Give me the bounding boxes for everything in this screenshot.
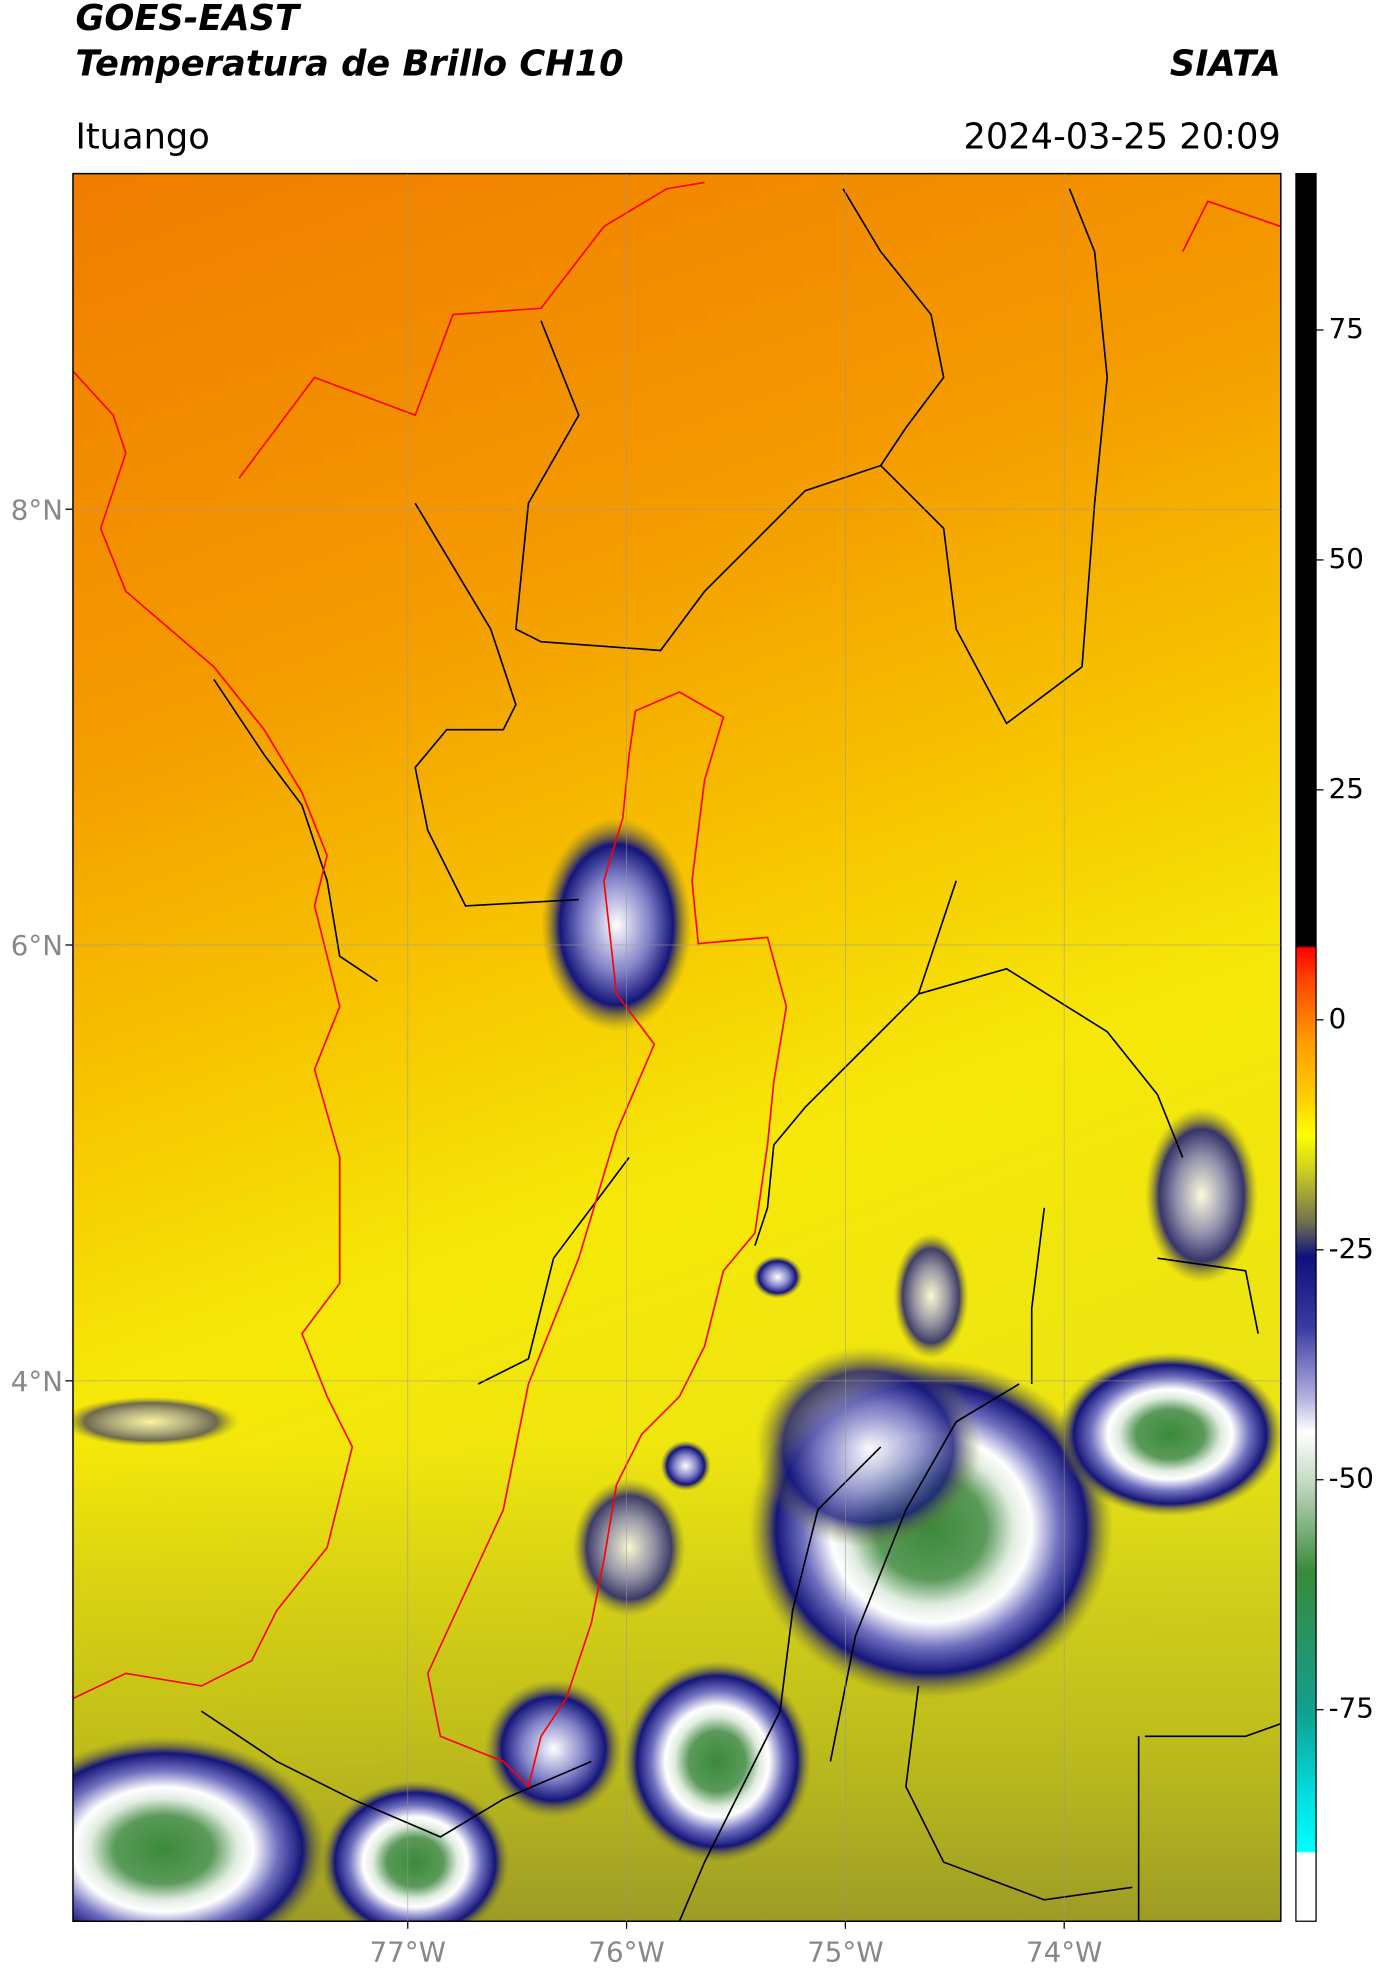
map-frame: [72, 172, 1282, 1922]
colorbar-tick-label: -25: [1329, 1232, 1374, 1265]
colorbar-tick-label: 0: [1329, 1002, 1347, 1035]
location: Ituango: [75, 116, 209, 157]
x-tick-label: 75°W: [807, 1935, 883, 1968]
x-tick-label: 76°W: [588, 1935, 664, 1968]
grid: [72, 173, 1281, 1922]
colorbar-tick-label: -50: [1329, 1462, 1374, 1495]
x-tick-label: 77°W: [370, 1935, 446, 1968]
x-tick-label: 74°W: [1026, 1935, 1102, 1968]
title: GOES-EAST: [75, 0, 302, 39]
colorbar-tick-label: 75: [1329, 312, 1364, 345]
colorbar-tick-label: -75: [1329, 1692, 1374, 1725]
colorbar: [1295, 172, 1317, 1922]
y-tick-label: 8°N: [11, 493, 63, 526]
y-tick-label: 4°N: [11, 1365, 63, 1398]
agency: SIATA: [1170, 43, 1281, 84]
subtitle: Temperatura de Brillo CH10: [75, 43, 623, 84]
timestamp: 2024-03-25 20:09: [963, 116, 1280, 157]
colorbar-tick-label: 50: [1329, 542, 1364, 575]
y-tick-label: 6°N: [11, 929, 63, 962]
colorbar-tick-label: 25: [1329, 772, 1364, 805]
ticks: 77°W 76°W 75°W 74°W 4°N 6°N 8°N -75 -50 -25 0 25 50 7…: [11, 312, 1374, 1969]
map-image: [72, 173, 1281, 1922]
